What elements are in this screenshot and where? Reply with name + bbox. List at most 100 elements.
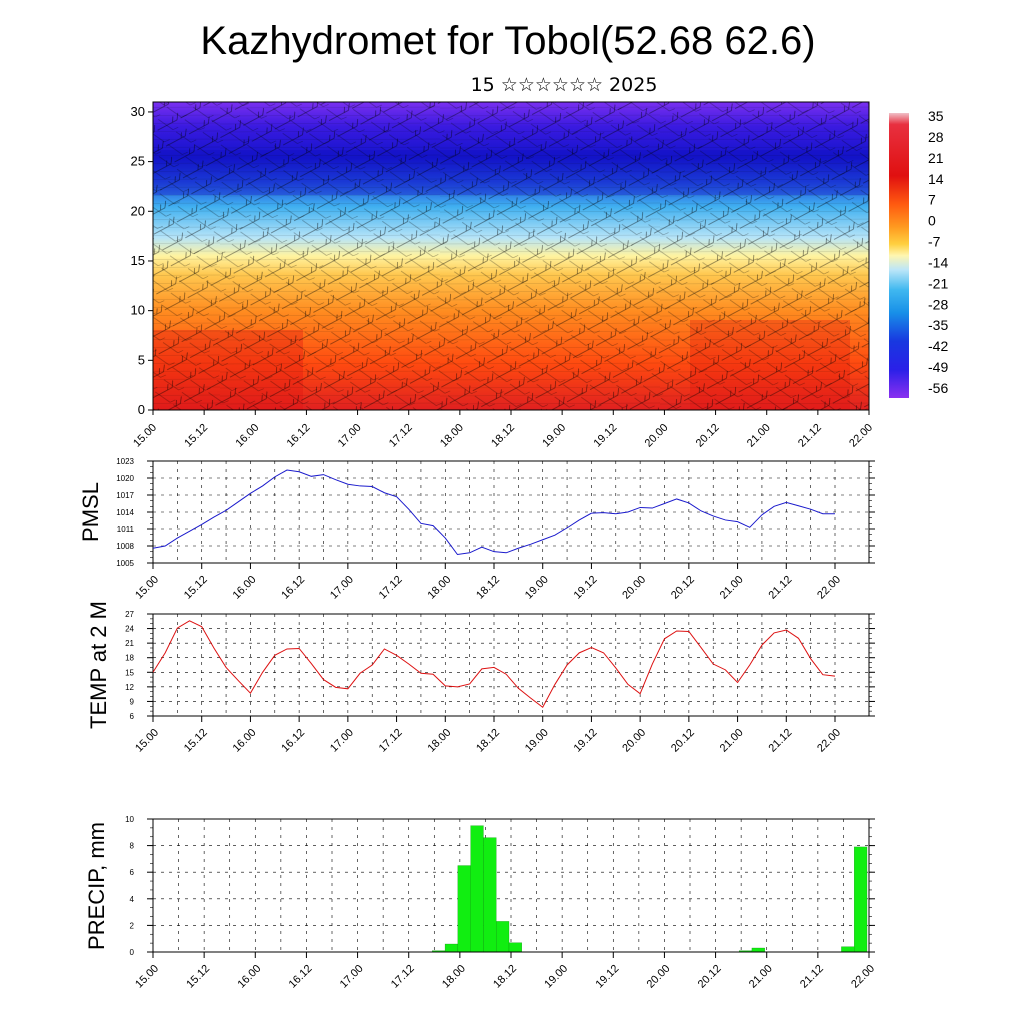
pmsl-panel: 1005 1008 1011 1014 1017 1020 1023 15.00 15.12 16…	[78, 457, 875, 602]
precip-bars	[432, 825, 868, 953]
cross-section-panel: 0 5 10 15 20 25 30 15.00 15.12 16.00 16.12 17.00 17…	[131, 101, 875, 450]
colorbar: 35 28 21 14 7 0 -7 -14 -21 -28 -35 -42 -49 -56	[889, 108, 948, 398]
pmsl-x-tick-label: 21.00	[718, 574, 746, 602]
colorbar-label: -21	[928, 275, 948, 291]
colorbar-label: -49	[928, 359, 948, 375]
cross-section-y-tick-label: 15	[131, 253, 145, 268]
cross-section-x-tick-label: 18.00	[438, 422, 466, 450]
cross-section-x-tick-label: 15.12	[182, 422, 210, 450]
precip-x-tick-label: 16.00	[235, 963, 263, 991]
pmsl-x-tick-label: 15.00	[133, 574, 161, 602]
temp-x-tick-label: 21.12	[766, 727, 794, 755]
precip-y-tick-label: 4	[130, 895, 135, 904]
precip-axes: 0 2 4 6 8 10 15.00 15.12 16.00 16.12 17.00 17.12 18.…	[125, 815, 877, 991]
precip-x-tick-label: 17.12	[389, 963, 417, 991]
pmsl-y-tick-label: 1014	[116, 508, 134, 517]
cross-section-y-tick-label: 0	[138, 402, 145, 417]
precip-bar	[444, 943, 459, 953]
temp-panel: 6 9 12 15 18 21 24 27 15.00 15.12 16.00 16.12 17.00 1…	[86, 601, 875, 755]
temp-y-tick-label: 12	[125, 683, 134, 692]
temp-x-tick-label: 18.12	[474, 727, 502, 755]
temp-x-tick-label: 21.00	[718, 727, 746, 755]
temp-y-tick-label: 21	[125, 639, 134, 648]
temp-grid	[152, 614, 869, 716]
pmsl-x-tick-label: 16.00	[231, 574, 259, 602]
precip-bar	[457, 865, 471, 953]
cross-section-x-axis: 15.00 15.12 16.00 16.12 17.00 17.12 18.00 18.12…	[131, 410, 875, 450]
precip-bar	[483, 837, 497, 953]
pmsl-x-tick-label: 18.12	[474, 574, 502, 602]
temp-y-tick-label: 24	[125, 625, 134, 634]
precip-x-tick-label: 19.12	[593, 963, 621, 991]
pmsl-x-tick-label: 19.12	[572, 574, 600, 602]
temp-y-tick-label: 6	[130, 712, 135, 721]
temp-x-tick-label: 18.00	[425, 727, 453, 755]
precip-x-tick-label: 18.00	[440, 963, 468, 991]
precip-bar	[751, 947, 765, 953]
precip-x-tick-label: 18.12	[491, 963, 519, 991]
cross-section-x-tick-label: 19.00	[540, 422, 568, 450]
pmsl-y-tick-label: 1017	[116, 491, 134, 500]
precip-y-tick-label: 0	[130, 948, 135, 957]
pmsl-x-tick-label: 15.12	[182, 574, 210, 602]
temp-series-line	[152, 620, 836, 709]
pmsl-x-tick-label: 20.00	[620, 574, 648, 602]
colorbar-label: 7	[928, 192, 936, 208]
precip-x-tick-label: 22.00	[849, 963, 877, 991]
precip-bar	[470, 825, 484, 953]
cross-section-x-tick-label: 18.12	[489, 422, 517, 450]
precip-bar	[854, 846, 868, 953]
pmsl-x-tick-label: 18.00	[425, 574, 453, 602]
cross-section-x-tick-label: 19.12	[591, 422, 619, 450]
cross-section-y-tick-label: 30	[131, 104, 145, 119]
cross-section-x-tick-label: 17.00	[336, 422, 364, 450]
pmsl-y-tick-label: 1011	[117, 525, 135, 534]
temp-axes: 6 9 12 15 18 21 24 27 15.00 15.12 16.00 16.12 17.00 1…	[125, 610, 875, 755]
precip-grid	[152, 819, 870, 952]
precip-x-tick-label: 20.00	[645, 963, 673, 991]
precip-x-tick-label: 21.00	[747, 963, 775, 991]
colorbar-label: -7	[928, 234, 941, 250]
colorbar-label: -35	[928, 317, 948, 333]
colorbar-label: 14	[928, 171, 944, 187]
temp-y-tick-label: 27	[125, 610, 134, 619]
precip-panel: 0 2 4 6 8 10 15.00 15.12 16.00 16.12 17.00 17.12 18.…	[84, 815, 877, 991]
temp-y-label: TEMP at 2 M	[86, 601, 111, 729]
temp-x-tick-label: 15.00	[133, 727, 161, 755]
pmsl-x-tick-label: 17.00	[328, 574, 356, 602]
cross-section-y-axis: 0 5 10 15 20 25 30	[131, 104, 153, 417]
cross-section-x-tick-label: 17.12	[387, 422, 415, 450]
cross-section-x-tick-label: 15.00	[131, 422, 159, 450]
cross-section-x-tick-label: 20.00	[643, 422, 671, 450]
cross-section-x-tick-label: 21.00	[745, 422, 773, 450]
precip-x-tick-label: 20.12	[696, 963, 724, 991]
cross-section-x-tick-label: 21.12	[796, 422, 824, 450]
temp-frame	[152, 613, 870, 717]
cross-section-y-tick-label: 25	[131, 154, 145, 169]
precip-y-tick-label: 2	[130, 921, 135, 930]
cross-section-y-tick-label: 20	[131, 203, 145, 218]
precip-bar	[496, 921, 510, 953]
pmsl-x-tick-label: 19.00	[523, 574, 551, 602]
cross-section-x-tick-label: 20.12	[694, 422, 722, 450]
precip-x-tick-label: 16.12	[287, 963, 315, 991]
pmsl-y-label: PMSL	[78, 482, 103, 542]
pmsl-x-tick-label: 17.12	[377, 574, 405, 602]
pmsl-series-line	[152, 469, 835, 556]
pmsl-y-tick-label: 1008	[116, 542, 134, 551]
chart-subtitle: 15 ☆☆☆☆☆☆ 2025	[471, 74, 658, 96]
temp-x-tick-label: 16.12	[279, 727, 307, 755]
cross-section-y-tick-label: 5	[138, 352, 145, 367]
colorbar-label: 21	[928, 150, 944, 166]
cross-section-x-tick-label: 16.12	[285, 422, 313, 450]
temp-y-tick-label: 9	[130, 697, 135, 706]
colorbar-label: -42	[928, 338, 948, 354]
temp-x-tick-label: 19.12	[572, 727, 600, 755]
temp-y-tick-label: 18	[125, 654, 134, 663]
colorbar-label: -14	[928, 254, 948, 270]
colorbar-swatch	[889, 113, 909, 398]
chart-title: Kazhydromet for Tobol(52.68 62.6)	[200, 19, 815, 63]
temp-x-tick-label: 17.12	[377, 727, 405, 755]
colorbar-labels: 35 28 21 14 7 0 -7 -14 -21 -28 -35 -42 -49 -56	[928, 108, 948, 396]
